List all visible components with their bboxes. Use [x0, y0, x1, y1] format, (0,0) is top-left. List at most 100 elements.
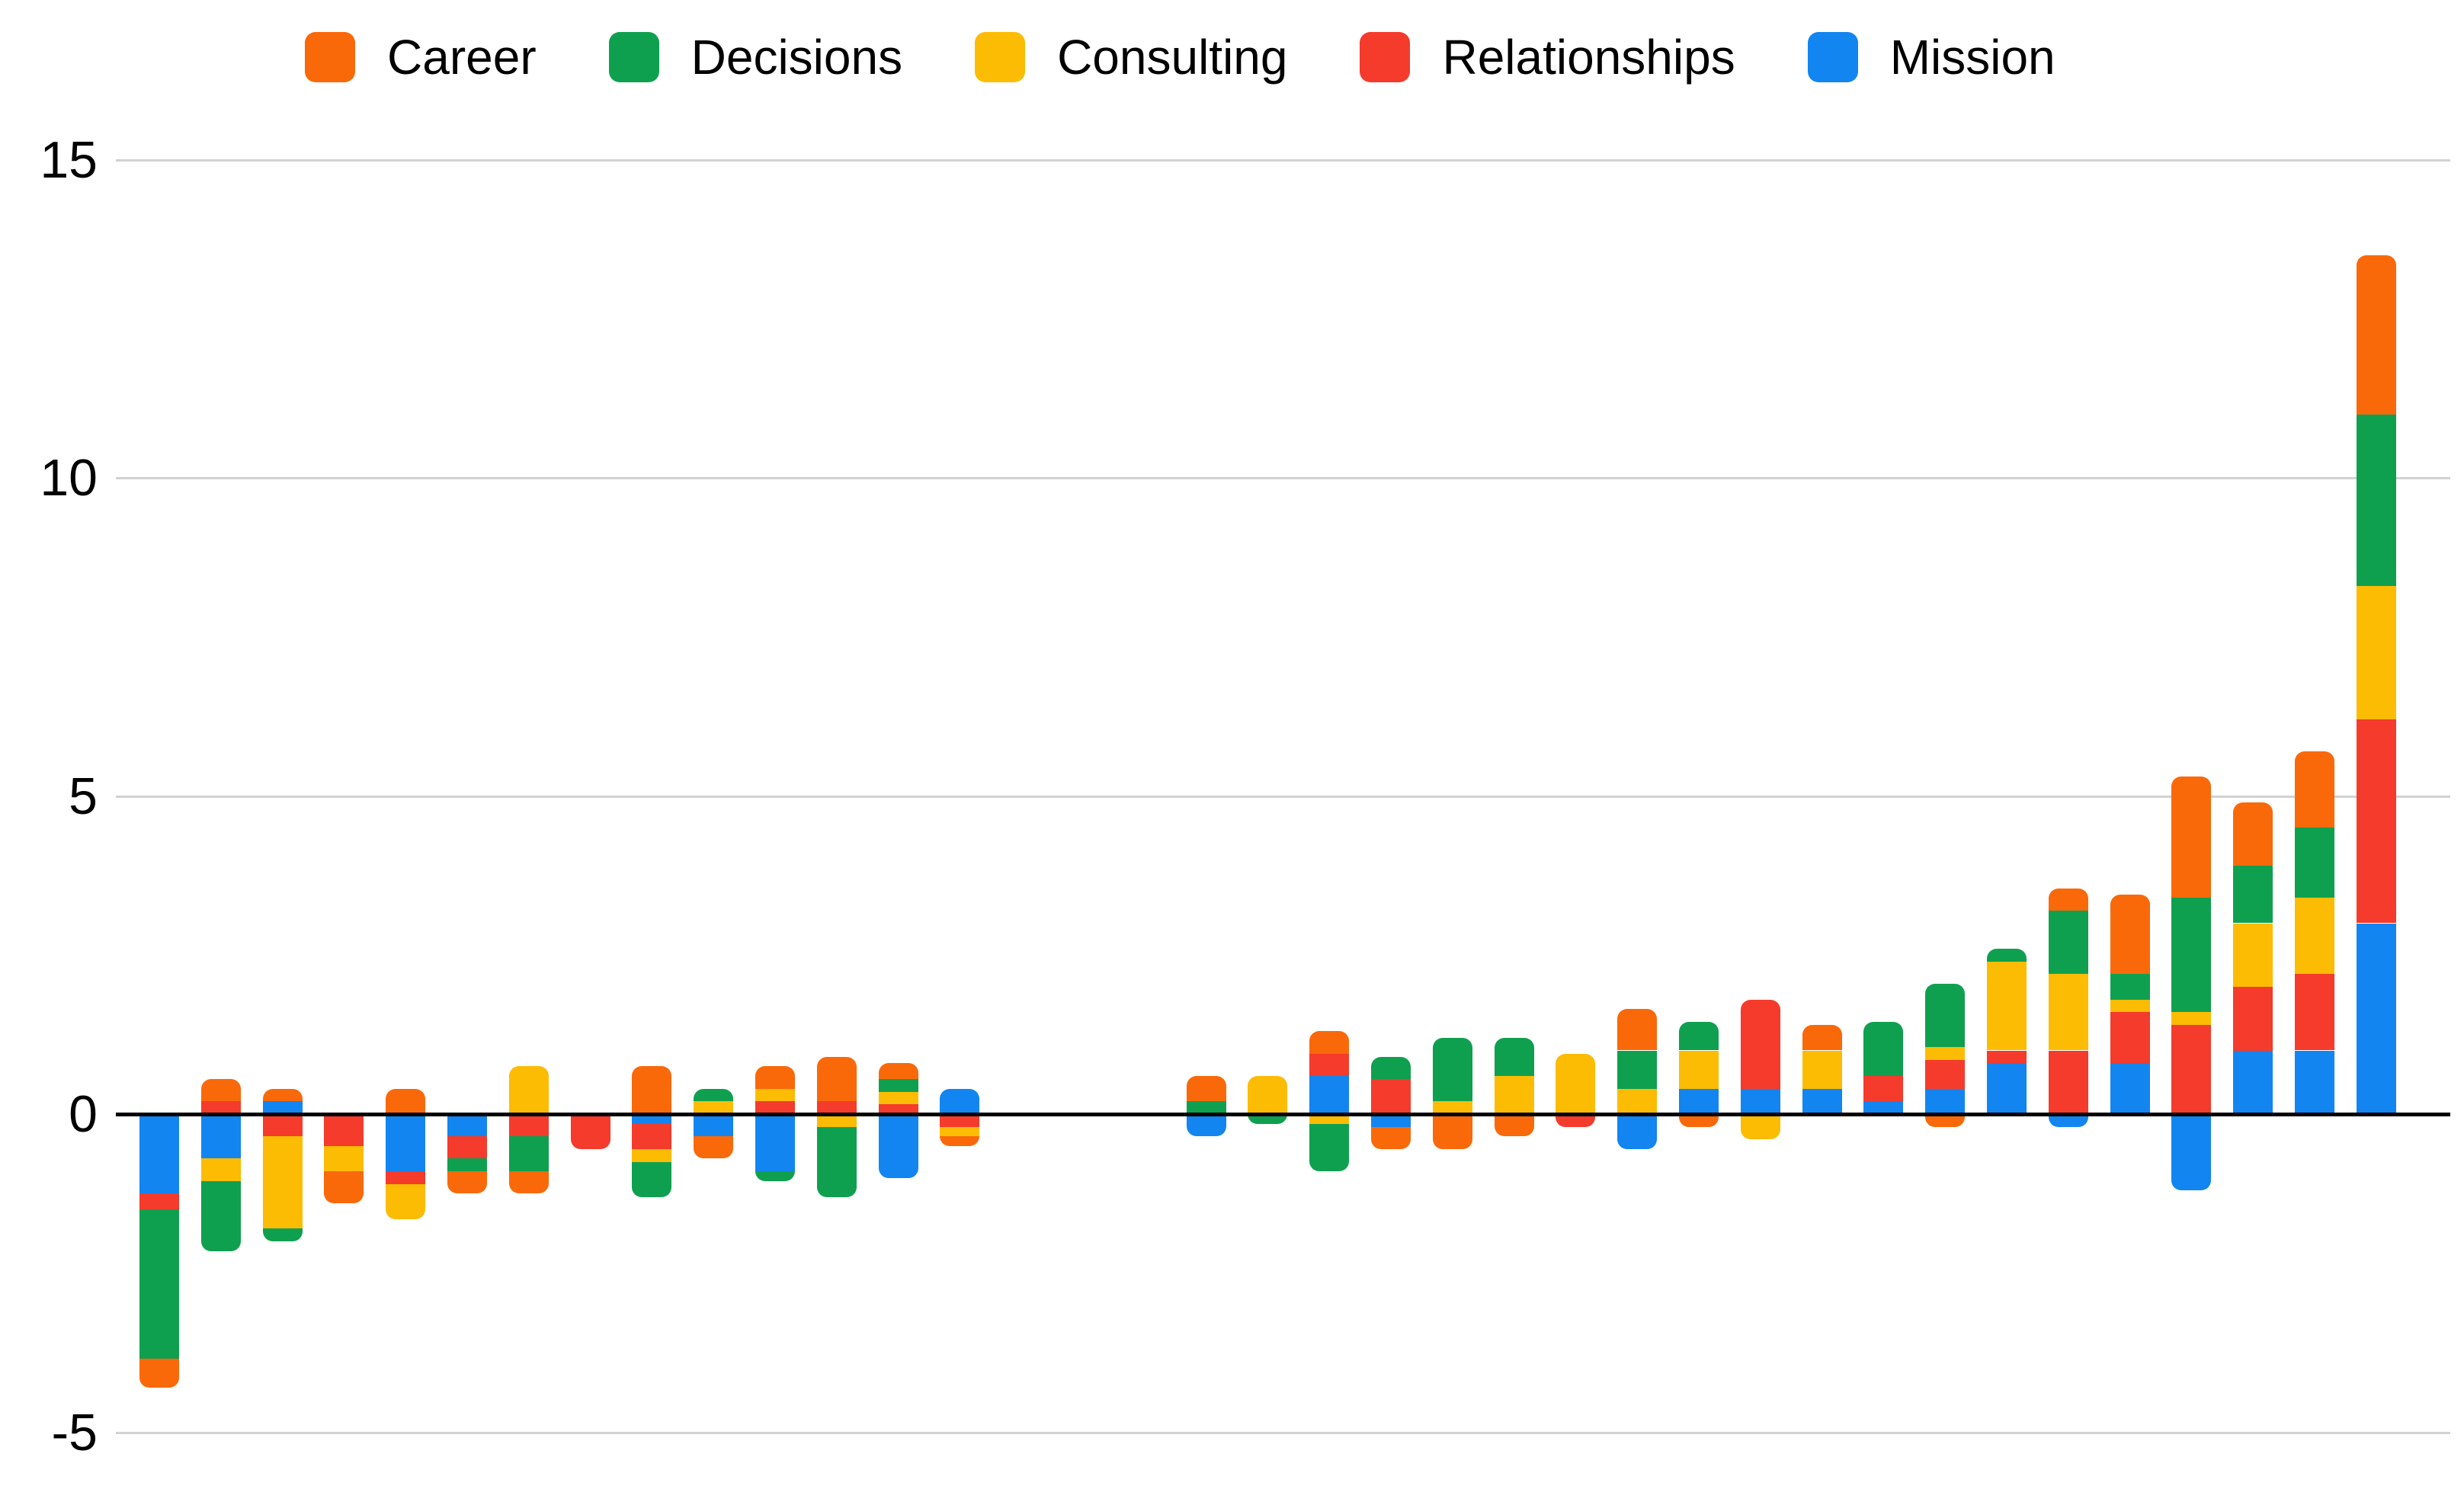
bar-37-segment-mission[interactable] — [2356, 923, 2396, 1114]
legend-item-career[interactable]: Career — [305, 32, 537, 82]
bar-1-segment-relationships[interactable] — [139, 1193, 179, 1210]
bar-6-segment-relationships[interactable] — [447, 1136, 487, 1159]
bar-31-segment-consulting[interactable] — [1987, 961, 2027, 1051]
bar-11-segment-career[interactable] — [755, 1066, 795, 1089]
bar-31-segment-relationships[interactable] — [1987, 1050, 2027, 1064]
bar-6-segment-career[interactable] — [447, 1171, 487, 1194]
bar-32-segment-relationships[interactable] — [2048, 1050, 2088, 1114]
bar-5-segment-consulting[interactable] — [386, 1183, 426, 1219]
bar-20-segment-consulting[interactable] — [1309, 1114, 1350, 1124]
bar-14-segment-consulting[interactable] — [940, 1126, 980, 1137]
bar-29-segment-decisions[interactable] — [1863, 1021, 1904, 1076]
bar-6-segment-decisions[interactable] — [447, 1158, 487, 1172]
bar-36-segment-relationships[interactable] — [2295, 974, 2334, 1051]
bar-30-segment-relationships[interactable] — [1925, 1060, 1966, 1089]
bar-12-segment-career[interactable] — [816, 1056, 857, 1102]
bar-14-segment-career[interactable] — [940, 1136, 980, 1146]
bar-3-segment-consulting[interactable] — [262, 1136, 303, 1229]
bar-21-segment-relationships[interactable] — [1371, 1079, 1411, 1114]
bar-4-segment-career[interactable] — [324, 1171, 364, 1203]
bar-36-segment-decisions[interactable] — [2295, 828, 2334, 898]
bar-13-segment-decisions[interactable] — [878, 1079, 918, 1092]
bar-21-segment-career[interactable] — [1371, 1126, 1411, 1149]
bar-2-segment-decisions[interactable] — [200, 1180, 241, 1251]
bar-7-segment-decisions[interactable] — [508, 1136, 549, 1172]
bar-28-segment-mission[interactable] — [1802, 1088, 1842, 1114]
bar-11-segment-relationships[interactable] — [755, 1101, 795, 1114]
bar-26-segment-decisions[interactable] — [1679, 1021, 1719, 1051]
bar-23-segment-decisions[interactable] — [1494, 1037, 1534, 1076]
bar-21-segment-decisions[interactable] — [1371, 1056, 1411, 1080]
bar-20-segment-decisions[interactable] — [1309, 1123, 1350, 1172]
bar-27-segment-consulting[interactable] — [1740, 1114, 1780, 1140]
bar-32-segment-decisions[interactable] — [2048, 910, 2088, 975]
bar-11-segment-consulting[interactable] — [755, 1088, 795, 1102]
bar-26-segment-mission[interactable] — [1679, 1088, 1719, 1114]
bar-28-segment-career[interactable] — [1802, 1025, 1842, 1051]
bar-2-segment-relationships[interactable] — [200, 1101, 241, 1114]
bar-34-segment-consulting[interactable] — [2171, 1012, 2212, 1026]
bar-12-segment-decisions[interactable] — [816, 1126, 857, 1197]
bar-30-segment-career[interactable] — [1925, 1114, 1966, 1127]
bar-29-segment-mission[interactable] — [1863, 1101, 1904, 1114]
bar-18-segment-mission[interactable] — [1186, 1114, 1226, 1137]
bar-37-segment-relationships[interactable] — [2356, 719, 2396, 924]
bar-27-segment-mission[interactable] — [1740, 1088, 1780, 1114]
bar-35-segment-career[interactable] — [2233, 802, 2273, 866]
bar-1-segment-decisions[interactable] — [139, 1209, 179, 1359]
bar-32-segment-career[interactable] — [2048, 888, 2088, 911]
bar-35-segment-consulting[interactable] — [2233, 923, 2273, 987]
bar-22-segment-career[interactable] — [1432, 1114, 1472, 1149]
bar-25-segment-mission[interactable] — [1617, 1114, 1658, 1149]
bar-19-segment-consulting[interactable] — [1248, 1075, 1288, 1114]
bar-2-segment-career[interactable] — [200, 1079, 241, 1102]
legend-item-decisions[interactable]: Decisions — [608, 32, 902, 82]
bar-37-segment-decisions[interactable] — [2356, 414, 2396, 586]
bar-34-segment-relationships[interactable] — [2171, 1025, 2212, 1114]
bar-28-segment-consulting[interactable] — [1802, 1050, 1842, 1089]
bar-4-segment-relationships[interactable] — [324, 1114, 364, 1146]
bar-3-segment-decisions[interactable] — [262, 1228, 303, 1241]
bar-2-segment-mission[interactable] — [200, 1114, 241, 1159]
bar-33-segment-mission[interactable] — [2110, 1063, 2150, 1114]
bar-13-segment-mission[interactable] — [878, 1114, 918, 1178]
bar-37-segment-career[interactable] — [2356, 255, 2396, 415]
bar-30-segment-mission[interactable] — [1925, 1088, 1966, 1114]
bar-34-segment-decisions[interactable] — [2171, 898, 2212, 1013]
bar-5-segment-career[interactable] — [386, 1088, 426, 1114]
bar-7-segment-consulting[interactable] — [508, 1066, 549, 1114]
bar-36-segment-mission[interactable] — [2295, 1050, 2334, 1114]
bar-7-segment-career[interactable] — [508, 1171, 549, 1194]
bar-1-segment-career[interactable] — [139, 1359, 179, 1388]
bar-18-segment-decisions[interactable] — [1186, 1101, 1226, 1114]
bar-9-segment-career[interactable] — [632, 1066, 672, 1114]
bar-6-segment-mission[interactable] — [447, 1114, 487, 1137]
bar-35-segment-decisions[interactable] — [2233, 866, 2273, 924]
bar-23-segment-career[interactable] — [1494, 1114, 1534, 1137]
bar-37-segment-consulting[interactable] — [2356, 585, 2396, 720]
bar-29-segment-relationships[interactable] — [1863, 1075, 1904, 1102]
bar-20-segment-career[interactable] — [1309, 1031, 1350, 1054]
bar-32-segment-mission[interactable] — [2048, 1114, 2088, 1127]
bar-5-segment-relationships[interactable] — [386, 1171, 426, 1184]
bar-13-segment-career[interactable] — [878, 1063, 918, 1080]
bar-23-segment-consulting[interactable] — [1494, 1075, 1534, 1114]
bar-35-segment-mission[interactable] — [2233, 1050, 2273, 1114]
bar-22-segment-decisions[interactable] — [1432, 1037, 1472, 1102]
bar-25-segment-decisions[interactable] — [1617, 1050, 1658, 1089]
bar-3-segment-career[interactable] — [262, 1088, 303, 1102]
bar-32-segment-consulting[interactable] — [2048, 974, 2088, 1051]
bar-22-segment-consulting[interactable] — [1432, 1101, 1472, 1114]
bar-11-segment-decisions[interactable] — [755, 1171, 795, 1181]
bar-10-segment-mission[interactable] — [694, 1114, 734, 1137]
bar-10-segment-consulting[interactable] — [694, 1101, 734, 1114]
bar-14-segment-mission[interactable] — [940, 1088, 980, 1114]
bar-10-segment-decisions[interactable] — [694, 1088, 734, 1102]
bar-34-segment-mission[interactable] — [2171, 1114, 2212, 1191]
bar-9-segment-relationships[interactable] — [632, 1123, 672, 1149]
bar-33-segment-decisions[interactable] — [2110, 974, 2150, 1000]
bar-12-segment-relationships[interactable] — [816, 1101, 857, 1114]
bar-36-segment-career[interactable] — [2295, 751, 2334, 828]
bar-36-segment-consulting[interactable] — [2295, 898, 2334, 975]
bar-13-segment-consulting[interactable] — [878, 1091, 918, 1105]
